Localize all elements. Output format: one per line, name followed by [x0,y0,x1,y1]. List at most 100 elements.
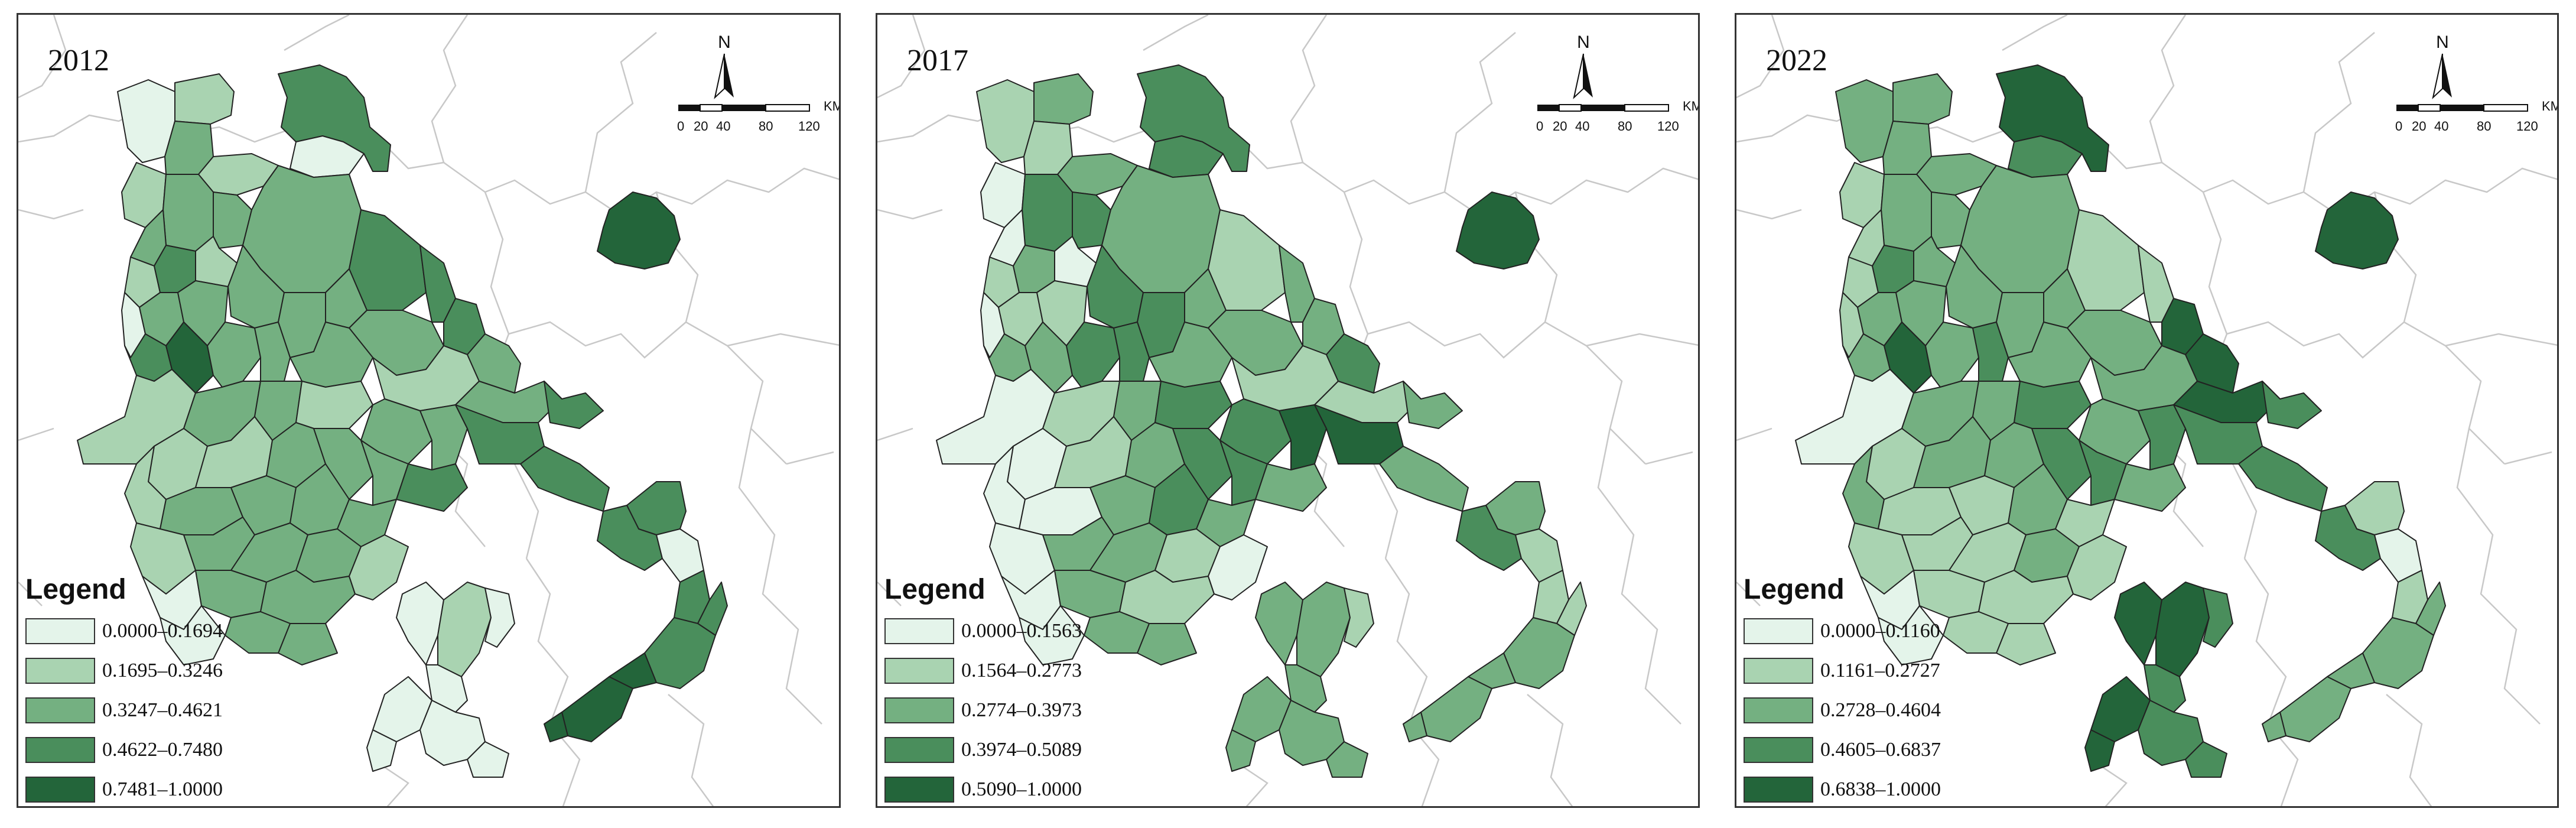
admin-boundary-line [1736,582,1761,606]
scale-tick-120: 120 [1657,119,1679,134]
county-region [1022,174,1073,252]
county-region [1878,605,1944,665]
county-region [366,729,397,772]
county-region [1019,605,1085,665]
county-region [278,64,391,172]
legend-item: 0.5090–1.0000 [884,772,1192,806]
map-canvas [877,15,1698,806]
admin-boundary-line [1736,427,1772,441]
legend-label: 0.0000–0.1694 [102,619,223,642]
county-region [561,676,633,742]
county-region [2090,676,2151,742]
admin-boundary-line [877,209,943,220]
admin-boundary-line [1736,15,1785,99]
scale-tick-20: 20 [694,119,708,134]
admin-boundary-line [668,694,714,806]
legend-label: 0.1564–0.2773 [961,659,1082,681]
county-region [1456,191,1540,269]
legend-swatch [1744,736,1813,763]
scale-tick-80: 80 [759,119,773,134]
north-arrow-icon: N [707,33,742,109]
admin-boundary-line [18,582,43,606]
admin-boundary-line [1384,558,1440,806]
scale-unit: KM [2542,99,2557,113]
county-region [295,381,373,429]
admin-boundary-line [1586,333,1698,347]
county-region [174,73,235,125]
county-region [2084,729,2115,772]
county-region [372,676,432,742]
county-region [162,174,214,252]
legend-item: 0.1161–0.2727 [1744,654,2051,687]
legend-item: 0.2774–0.3973 [884,693,1192,727]
admin-boundary-line [877,15,926,99]
admin-boundary-line [1231,132,1698,217]
county-region [2067,534,2127,600]
north-arrow-icon: N [2425,33,2460,109]
county-region [2262,381,2322,429]
legend: Legend 0.0000–0.1563 0.1564–0.2773 0.277… [884,573,1192,806]
legend-item: 0.1564–0.2773 [884,654,1192,687]
county-region [520,446,610,512]
scale-tick-40: 40 [716,119,731,134]
panel-year-label: 2022 [1766,44,1827,77]
panel-year-label: 2017 [907,44,968,77]
county-region [2114,582,2162,665]
legend-swatch [25,736,95,763]
legend-item: 0.6838–1.0000 [1744,772,2051,806]
legend-label: 0.0000–0.1563 [961,619,1082,642]
admin-boundary-line [431,15,469,163]
legend-swatch [1744,657,1813,684]
county-region [1231,676,1292,742]
admin-boundary-line [877,427,913,441]
legend-title: Legend [884,574,985,605]
admin-boundary-line [738,428,822,725]
scale-tick-120: 120 [798,119,820,134]
legend-swatch [25,657,95,684]
legend-swatch [884,736,954,763]
legend-label: 0.3974–0.5089 [961,738,1082,761]
admin-boundary-line [2149,15,2187,163]
county-region [544,712,568,742]
legend-item: 0.0000–0.1563 [884,614,1192,648]
legend-title: Legend [1744,574,1845,605]
legend-item: 0.4605–0.6837 [1744,733,2051,767]
legend-swatch [884,618,954,644]
county-region [484,587,515,648]
county-region [1892,73,1953,125]
county-region [1403,712,1427,742]
county-region [349,534,409,600]
admin-boundary-line [2456,428,2541,725]
county-region [2238,446,2328,512]
county-region [2155,582,2210,677]
county-region [1326,741,1368,778]
admin-boundary-line [1597,428,1681,725]
legend-label: 0.1161–0.2727 [1820,659,1940,681]
admin-boundary-line [508,321,687,359]
admin-boundary-line [2243,558,2299,806]
map-panel-2012: 2012 N 0 20 40 80 120 KM Legend 0.0000–0… [17,13,841,808]
admin-boundary-line [1527,694,1573,806]
legend-item: 0.2728–0.4604 [1744,693,2051,727]
county-region [2362,617,2434,689]
legend-item: 0.4622–0.7480 [25,733,333,767]
legend-title: Legend [25,574,126,605]
county-region [1403,381,1463,429]
admin-boundary-line [18,209,84,220]
admin-boundary-line [2002,15,2068,51]
legend-label: 0.4622–0.7480 [102,738,223,761]
admin-boundary-line [2090,132,2557,217]
legend-swatch [25,776,95,803]
legend-label: 0.6838–1.0000 [1820,778,1941,800]
legend-swatch [1744,776,1813,803]
legend-swatch [884,776,954,803]
legend-label: 0.0000–0.1160 [1820,619,1940,642]
admin-boundary-line [2445,333,2557,347]
county-region [1208,534,1268,600]
admin-boundary-line [18,427,54,441]
county-region [1225,729,1256,772]
county-region [1137,64,1250,172]
legend-swatch [1744,618,1813,644]
county-region [2203,587,2233,648]
legend-item: 0.3974–0.5089 [884,733,1192,767]
